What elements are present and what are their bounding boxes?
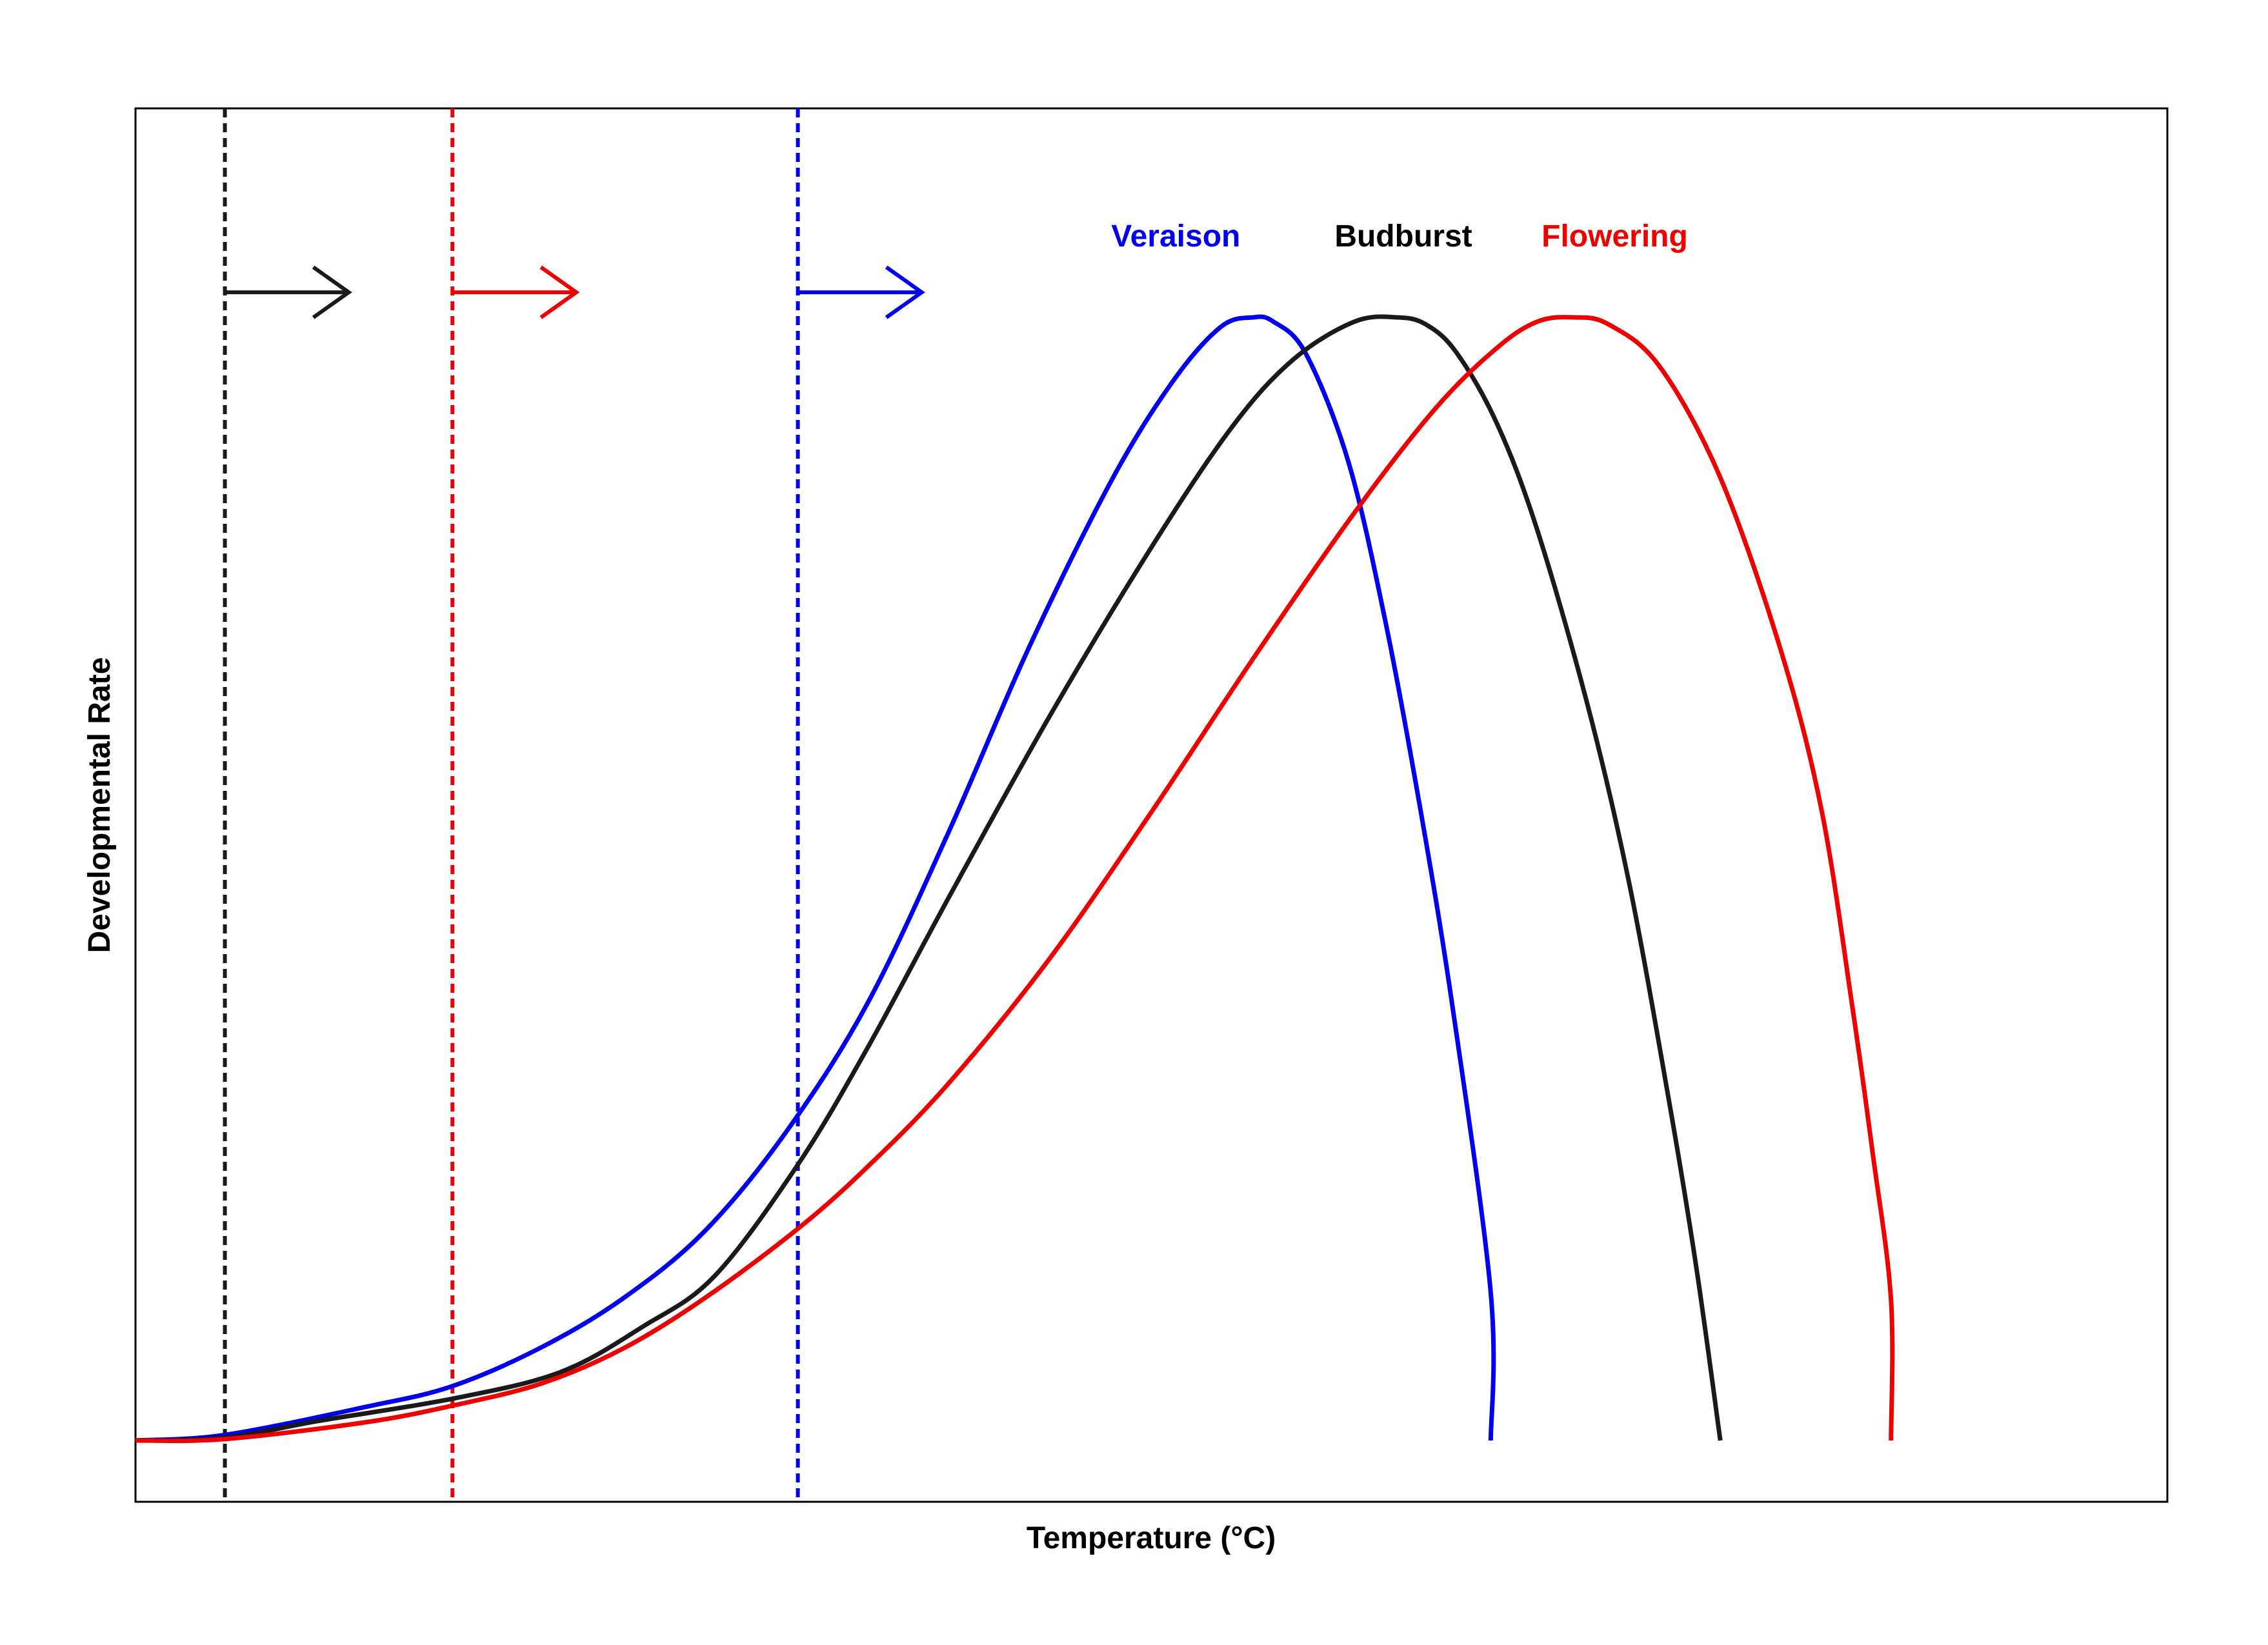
- flowering-threshold-arrowhead: [539, 265, 580, 319]
- threshold-layer: [223, 108, 925, 1502]
- x-axis-title: Temperature (°C): [1027, 1521, 1276, 1555]
- flowering-label: Flowering: [1541, 219, 1688, 254]
- budburst-threshold-arrowhead: [312, 265, 352, 319]
- budburst-curve: [135, 314, 1723, 1443]
- flowering-curve: [135, 315, 1895, 1444]
- label-layer: Veraison Budburst Flowering: [1111, 219, 1688, 254]
- plot-frame: [134, 107, 2169, 1503]
- veraison-label: Veraison: [1111, 219, 1240, 254]
- y-axis-title: Developmental Rate: [83, 657, 117, 953]
- budburst-label: Budburst: [1334, 219, 1472, 254]
- veraison-threshold-arrowhead: [885, 265, 925, 319]
- series-layer: [135, 314, 1895, 1444]
- veraison-curve: [135, 314, 1496, 1443]
